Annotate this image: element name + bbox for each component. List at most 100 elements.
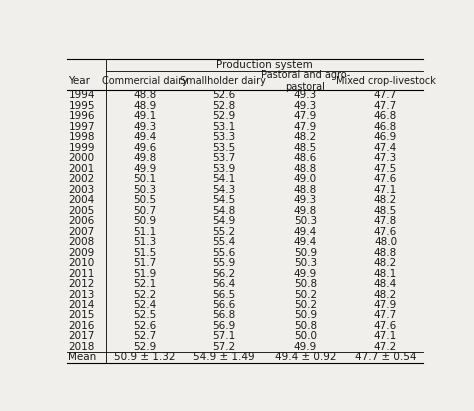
Text: 2002: 2002 <box>68 174 95 184</box>
Text: 53.7: 53.7 <box>212 153 235 163</box>
Text: 47.6: 47.6 <box>374 174 397 184</box>
Text: 48.5: 48.5 <box>374 206 397 216</box>
Text: 2000: 2000 <box>68 153 94 163</box>
Text: 56.8: 56.8 <box>212 310 235 321</box>
Text: 53.3: 53.3 <box>212 132 235 142</box>
Text: 48.2: 48.2 <box>374 195 397 205</box>
Text: 56.5: 56.5 <box>212 289 235 300</box>
Text: 48.8: 48.8 <box>294 185 317 195</box>
Text: 1994: 1994 <box>68 90 95 100</box>
Text: 53.1: 53.1 <box>212 122 235 132</box>
Text: 52.5: 52.5 <box>133 310 156 321</box>
Text: 48.5: 48.5 <box>294 143 317 153</box>
Text: 2012: 2012 <box>68 279 95 289</box>
Text: 49.1: 49.1 <box>133 111 156 121</box>
Text: 51.1: 51.1 <box>133 227 156 237</box>
Text: 54.8: 54.8 <box>212 206 235 216</box>
Text: 47.8: 47.8 <box>374 216 397 226</box>
Text: 52.4: 52.4 <box>133 300 156 310</box>
Text: 47.6: 47.6 <box>374 227 397 237</box>
Text: 52.8: 52.8 <box>212 101 235 111</box>
Text: 50.9: 50.9 <box>294 247 317 258</box>
Text: 55.4: 55.4 <box>212 237 235 247</box>
Text: 49.3: 49.3 <box>133 122 156 132</box>
Text: 2004: 2004 <box>68 195 95 205</box>
Text: 52.7: 52.7 <box>133 331 156 342</box>
Text: 50.2: 50.2 <box>294 300 317 310</box>
Text: 2001: 2001 <box>68 164 95 174</box>
Text: Smallholder dairy: Smallholder dairy <box>181 76 266 86</box>
Text: 47.7 ± 0.54: 47.7 ± 0.54 <box>355 352 416 363</box>
Text: 48.8: 48.8 <box>133 90 156 100</box>
Text: 54.9 ± 1.49: 54.9 ± 1.49 <box>192 352 254 363</box>
Text: 50.7: 50.7 <box>133 206 156 216</box>
Text: 50.3: 50.3 <box>294 216 317 226</box>
Text: Mixed crop-livestock: Mixed crop-livestock <box>336 76 436 86</box>
Text: 49.0: 49.0 <box>294 174 317 184</box>
Text: 48.8: 48.8 <box>374 247 397 258</box>
Text: 2008: 2008 <box>68 237 95 247</box>
Text: 49.8: 49.8 <box>294 206 317 216</box>
Text: 51.5: 51.5 <box>133 247 156 258</box>
Text: 56.9: 56.9 <box>212 321 235 331</box>
Text: 50.9: 50.9 <box>133 216 156 226</box>
Text: 47.7: 47.7 <box>374 90 397 100</box>
Text: Mean: Mean <box>68 352 97 363</box>
Text: 50.8: 50.8 <box>294 321 317 331</box>
Text: 48.1: 48.1 <box>374 268 397 279</box>
Text: 50.9 ± 1.32: 50.9 ± 1.32 <box>114 352 176 363</box>
Text: 49.3: 49.3 <box>294 90 317 100</box>
Text: 2007: 2007 <box>68 227 95 237</box>
Text: 55.2: 55.2 <box>212 227 235 237</box>
Text: 55.9: 55.9 <box>212 258 235 268</box>
Text: 49.9: 49.9 <box>294 342 317 352</box>
Text: 1996: 1996 <box>68 111 95 121</box>
Text: 48.6: 48.6 <box>294 153 317 163</box>
Text: 2010: 2010 <box>68 258 95 268</box>
Text: 47.1: 47.1 <box>374 185 397 195</box>
Text: 50.3: 50.3 <box>294 258 317 268</box>
Text: 57.1: 57.1 <box>212 331 235 342</box>
Text: 56.6: 56.6 <box>212 300 235 310</box>
Text: 50.0: 50.0 <box>294 331 317 342</box>
Text: 49.9: 49.9 <box>294 268 317 279</box>
Text: 54.1: 54.1 <box>212 174 235 184</box>
Text: 50.8: 50.8 <box>294 279 317 289</box>
Text: 47.6: 47.6 <box>374 321 397 331</box>
Text: 47.9: 47.9 <box>294 122 317 132</box>
Text: 2015: 2015 <box>68 310 95 321</box>
Text: 47.7: 47.7 <box>374 310 397 321</box>
Text: 48.2: 48.2 <box>294 132 317 142</box>
Text: 2017: 2017 <box>68 331 95 342</box>
Text: 54.5: 54.5 <box>212 195 235 205</box>
Text: 53.9: 53.9 <box>212 164 235 174</box>
Text: 49.3: 49.3 <box>294 195 317 205</box>
Text: 48.0: 48.0 <box>374 237 397 247</box>
Text: 47.3: 47.3 <box>374 153 397 163</box>
Text: Year: Year <box>68 76 91 86</box>
Text: 49.4: 49.4 <box>294 237 317 247</box>
Text: 49.8: 49.8 <box>133 153 156 163</box>
Text: 49.4 ± 0.92: 49.4 ± 0.92 <box>274 352 336 363</box>
Text: 55.6: 55.6 <box>212 247 235 258</box>
Text: 2014: 2014 <box>68 300 95 310</box>
Text: 51.7: 51.7 <box>133 258 156 268</box>
Text: 2011: 2011 <box>68 268 95 279</box>
Text: 1995: 1995 <box>68 101 95 111</box>
Text: 52.6: 52.6 <box>212 90 235 100</box>
Text: 52.9: 52.9 <box>212 111 235 121</box>
Text: 47.9: 47.9 <box>294 111 317 121</box>
Text: 57.2: 57.2 <box>212 342 235 352</box>
Text: 1999: 1999 <box>68 143 95 153</box>
Text: 56.4: 56.4 <box>212 279 235 289</box>
Text: 52.1: 52.1 <box>133 279 156 289</box>
Text: 52.6: 52.6 <box>133 321 156 331</box>
Text: 49.9: 49.9 <box>133 164 156 174</box>
Text: 50.1: 50.1 <box>133 174 156 184</box>
Text: 47.7: 47.7 <box>374 101 397 111</box>
Text: 1998: 1998 <box>68 132 95 142</box>
Text: 49.4: 49.4 <box>133 132 156 142</box>
Text: 2006: 2006 <box>68 216 95 226</box>
Text: 50.9: 50.9 <box>294 310 317 321</box>
Text: 49.3: 49.3 <box>294 101 317 111</box>
